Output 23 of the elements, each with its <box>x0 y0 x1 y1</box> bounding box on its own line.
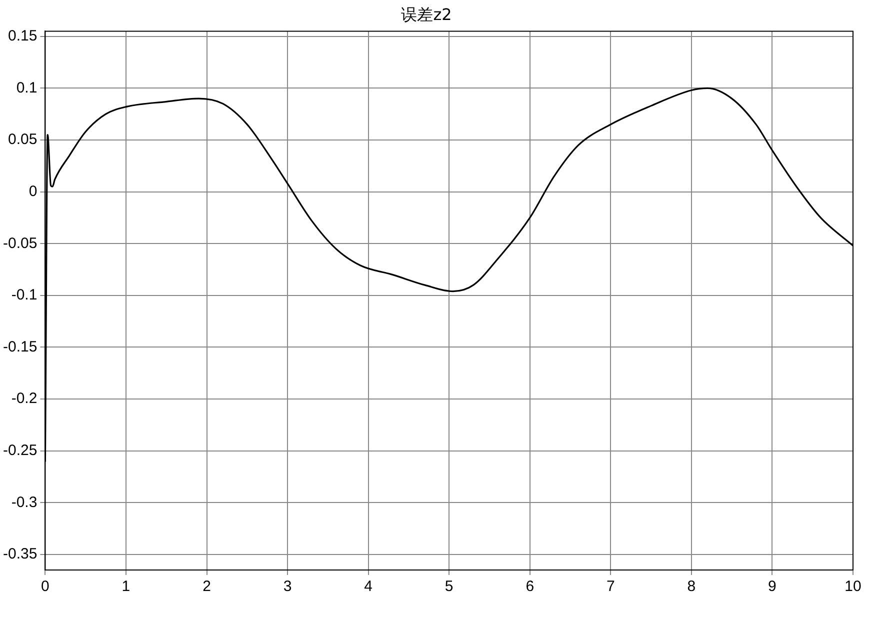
x-tick-label: 8 <box>687 578 696 596</box>
x-tick-label: 7 <box>606 578 615 596</box>
y-tick-label: -0.1 <box>11 286 38 304</box>
y-tick-label: -0.2 <box>11 390 38 408</box>
x-tick-label: 5 <box>444 578 454 596</box>
y-tick-label: -0.3 <box>11 494 38 511</box>
x-tick-label: 4 <box>364 578 372 596</box>
y-tick-label: 0.05 <box>8 131 38 148</box>
y-tick-label: -0.15 <box>2 338 38 356</box>
y-tick-label: 0.15 <box>8 28 38 45</box>
y-tick-label: 0 <box>28 182 38 200</box>
y-tick-label: -0.25 <box>2 442 38 459</box>
x-tick-label: 2 <box>202 578 211 596</box>
y-tick-label: -0.05 <box>2 234 38 252</box>
x-tick-label: 10 <box>844 578 862 596</box>
y-tick-label: -0.35 <box>2 546 38 563</box>
x-tick-label: 6 <box>526 578 534 596</box>
x-tick-label: 1 <box>122 578 130 596</box>
chart-title: 误差z2 <box>401 4 452 24</box>
x-tick-label: 9 <box>768 578 776 596</box>
y-tick-label: 0.1 <box>16 79 38 96</box>
x-tick-label: 3 <box>283 578 292 596</box>
x-tick-label: 0 <box>41 578 50 596</box>
